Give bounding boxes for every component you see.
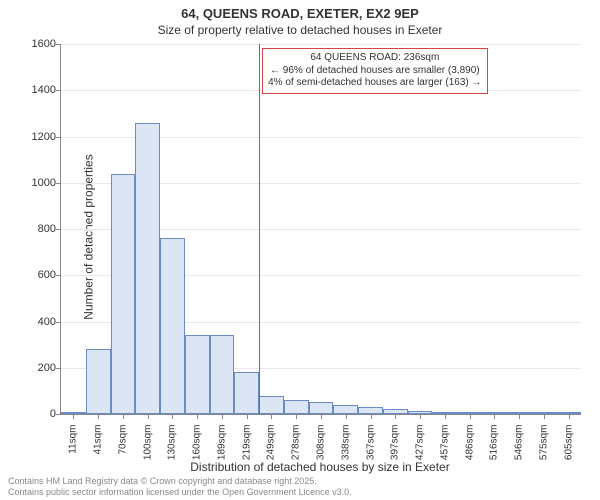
xtick-mark [569,414,570,419]
ytick-mark [56,275,61,276]
xtick-mark [172,414,173,419]
ytick-label: 1200 [16,131,56,143]
footer-line: Contains public sector information licen… [8,487,352,498]
histogram-bar [185,335,210,414]
ytick-mark [56,44,61,45]
annotation-box: 64 QUEENS ROAD: 236sqm← 96% of detached … [262,48,487,94]
histogram-bar [333,405,358,414]
histogram-bar [111,174,136,415]
ytick-mark [56,414,61,415]
plot-region: 0200400600800100012001400160011sqm41sqm7… [60,44,581,415]
histogram-bar [210,335,235,414]
xtick-mark [470,414,471,419]
ytick-label: 600 [16,269,56,281]
xtick-mark [346,414,347,419]
ytick-mark [56,229,61,230]
chart-subtitle: Size of property relative to detached ho… [0,21,600,37]
chart-area: 0200400600800100012001400160011sqm41sqm7… [60,44,580,414]
histogram-bar [259,396,284,415]
ytick-mark [56,183,61,184]
xtick-mark [395,414,396,419]
reference-line [259,44,260,414]
ytick-mark [56,368,61,369]
ytick-label: 1000 [16,177,56,189]
histogram-bar [309,402,334,414]
histogram-bar [234,372,259,414]
footer-line: Contains HM Land Registry data © Crown c… [8,476,352,487]
histogram-bar [160,238,185,414]
xtick-mark [494,414,495,419]
xtick-mark [271,414,272,419]
xtick-mark [371,414,372,419]
annotation-line: ← 96% of detached houses are smaller (3,… [268,65,481,78]
xtick-mark [247,414,248,419]
ytick-label: 1600 [16,38,56,50]
ytick-mark [56,90,61,91]
ytick-label: 200 [16,362,56,374]
footer-attribution: Contains HM Land Registry data © Crown c… [8,476,352,498]
annotation-line: 4% of semi-detached houses are larger (1… [268,77,481,90]
ytick-mark [56,137,61,138]
ytick-label: 1400 [16,84,56,96]
histogram-bar [86,349,111,414]
xtick-mark [519,414,520,419]
ytick-mark [56,322,61,323]
xtick-mark [420,414,421,419]
xtick-mark [123,414,124,419]
chart-title: 64, QUEENS ROAD, EXETER, EX2 9EP [0,0,600,21]
xtick-mark [98,414,99,419]
histogram-bar [358,407,383,414]
ytick-label: 800 [16,223,56,235]
xtick-mark [321,414,322,419]
x-axis-label: Distribution of detached houses by size … [60,460,580,474]
xtick-mark [445,414,446,419]
annotation-line: 64 QUEENS ROAD: 236sqm [268,52,481,65]
histogram-bar [135,123,160,414]
gridline [61,44,581,45]
histogram-bar [284,400,309,414]
xtick-mark [296,414,297,419]
ytick-label: 400 [16,316,56,328]
xtick-mark [544,414,545,419]
xtick-mark [222,414,223,419]
xtick-mark [148,414,149,419]
xtick-mark [197,414,198,419]
ytick-label: 0 [16,408,56,420]
xtick-mark [73,414,74,419]
